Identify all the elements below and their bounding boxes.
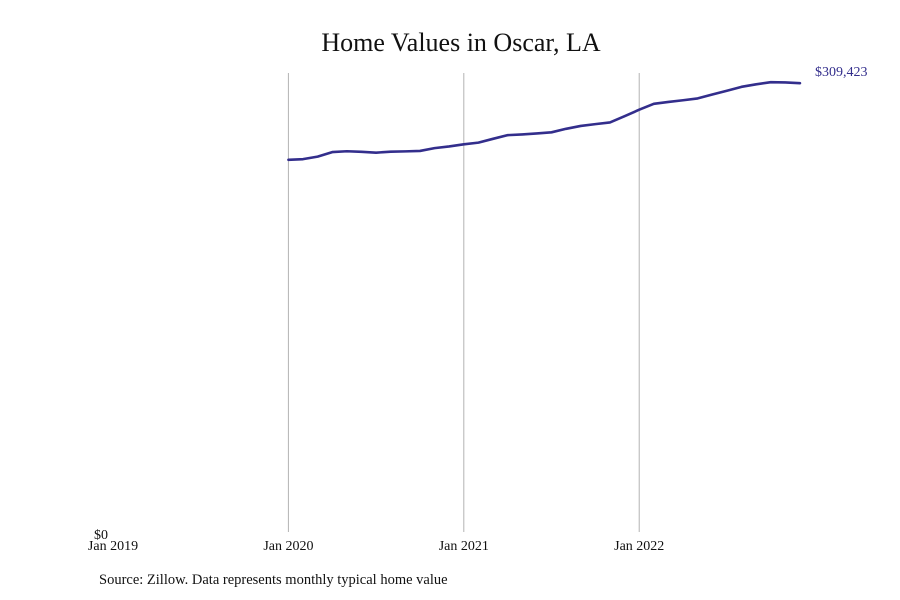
series-line bbox=[287, 80, 802, 162]
x-tick-label: Jan 2019 bbox=[88, 539, 138, 554]
series-end-label: $309,423 bbox=[815, 65, 868, 80]
x-tick-label: Jan 2021 bbox=[439, 539, 489, 554]
x-tick-label: Jan 2022 bbox=[614, 539, 664, 554]
series-layer: $309,423 bbox=[287, 65, 868, 162]
x-tick-label: Jan 2020 bbox=[263, 539, 313, 554]
y-tick-label: $0 bbox=[94, 528, 108, 543]
x-axis-ticks: Jan 2019 Jan 2020 Jan 2021 Jan 2022 bbox=[88, 539, 664, 554]
chart-title: Home Values in Oscar, LA bbox=[321, 28, 601, 57]
gridlines bbox=[287, 73, 640, 532]
source-note: Source: Zillow. Data represents monthly … bbox=[99, 572, 448, 588]
